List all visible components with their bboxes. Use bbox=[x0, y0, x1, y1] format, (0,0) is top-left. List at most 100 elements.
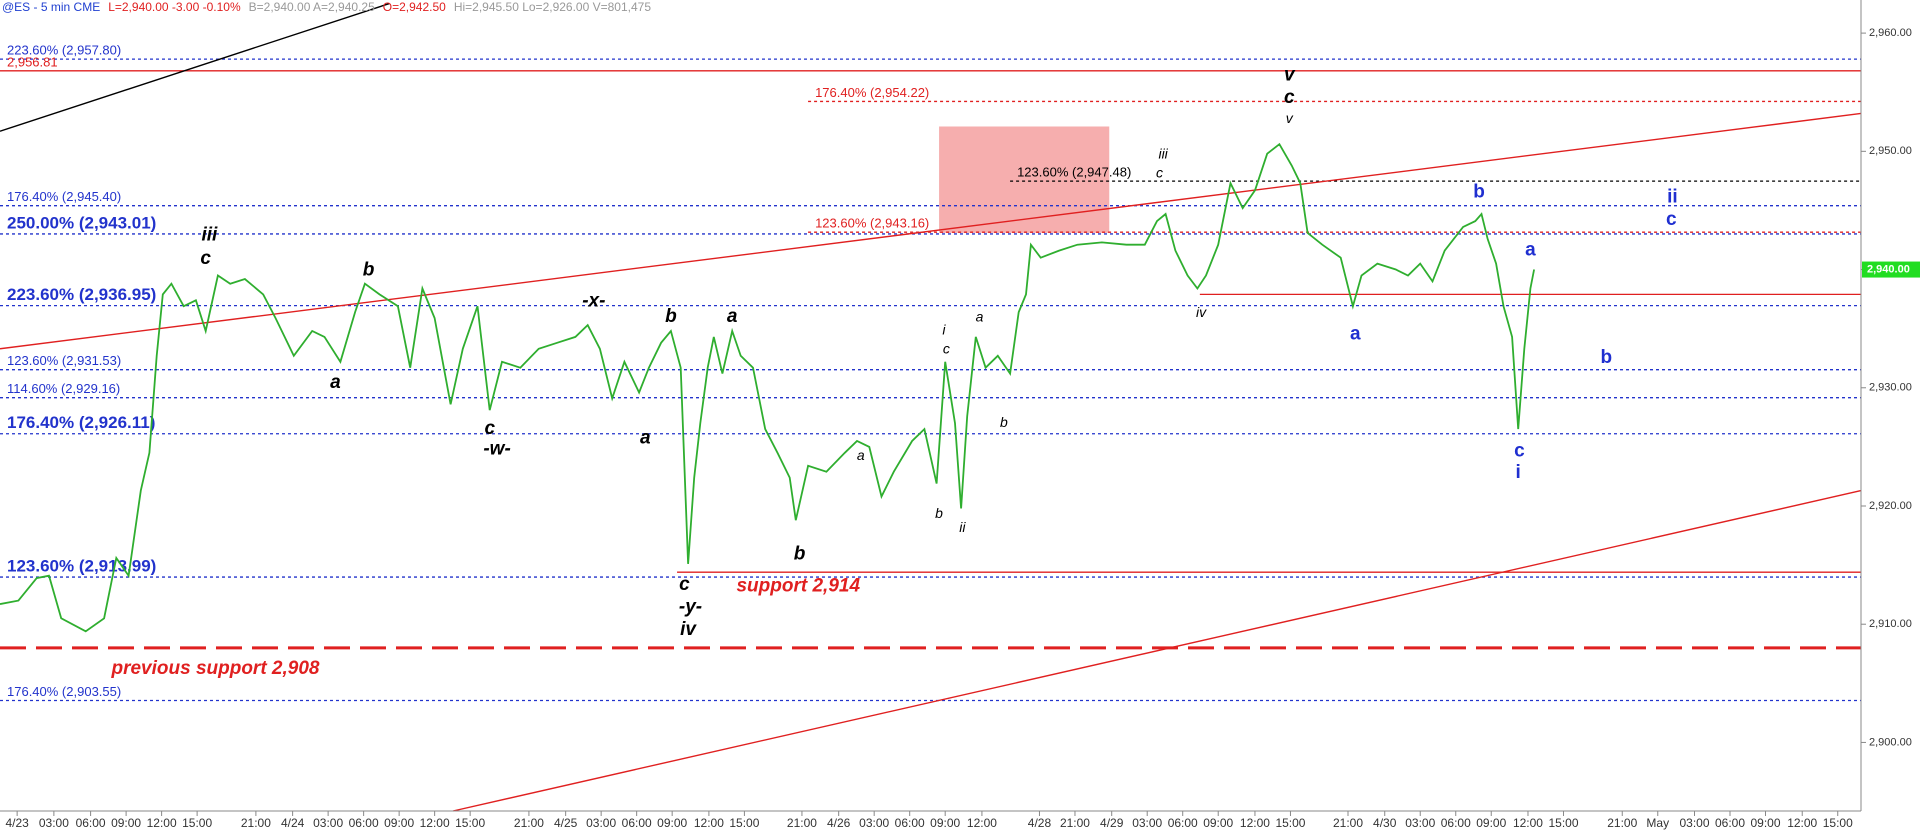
wave-label: v bbox=[1284, 65, 1296, 86]
fib-label: 123.60% (2,913.99) bbox=[7, 557, 156, 576]
x-tick-label: 4/29 bbox=[1100, 816, 1124, 830]
wave-label: i bbox=[942, 322, 946, 338]
x-tick-label: 21:00 bbox=[241, 816, 271, 830]
wave-label: b bbox=[1601, 347, 1613, 368]
x-tick-label: 4/25 bbox=[554, 816, 578, 830]
x-tick-label: 12:00 bbox=[694, 816, 724, 830]
x-tick-label: 21:00 bbox=[514, 816, 544, 830]
x-tick-label: 03:00 bbox=[39, 816, 69, 830]
wave-label: b bbox=[363, 260, 375, 281]
fib-label: 176.40% (2,945.40) bbox=[7, 189, 121, 204]
x-tick-label: 09:00 bbox=[111, 816, 141, 830]
price-line bbox=[0, 142, 1535, 633]
fib-label: 176.40% (2,926.11) bbox=[7, 413, 155, 432]
x-tick-label: 09:00 bbox=[1203, 816, 1233, 830]
target-zone bbox=[939, 126, 1110, 233]
wave-label: iv bbox=[680, 619, 697, 640]
x-tick-label: 4/26 bbox=[827, 816, 851, 830]
x-tick-label: May bbox=[1646, 816, 1669, 830]
x-tick-label: 15:00 bbox=[1275, 816, 1305, 830]
x-tick-label: 12:00 bbox=[1787, 816, 1817, 830]
wave-label: iii bbox=[1158, 146, 1168, 162]
wave-label: i bbox=[1516, 462, 1521, 483]
wave-label: -w- bbox=[483, 438, 510, 459]
x-tick-label: 15:00 bbox=[182, 816, 212, 830]
wave-label: a bbox=[1350, 324, 1361, 345]
x-tick-label: 06:00 bbox=[349, 816, 379, 830]
x-tick-label: 09:00 bbox=[657, 816, 687, 830]
x-tick-label: 12:00 bbox=[147, 816, 177, 830]
x-tick-label: 21:00 bbox=[1607, 816, 1637, 830]
x-tick-label: 06:00 bbox=[76, 816, 106, 830]
x-tick-label: 12:00 bbox=[1513, 816, 1543, 830]
x-tick-label: 15:00 bbox=[729, 816, 759, 830]
x-tick-label: 15:00 bbox=[1548, 816, 1578, 830]
wave-label: a bbox=[330, 372, 341, 393]
fib-label: 114.60% (2,929.16) bbox=[7, 381, 120, 396]
y-tick-label: 2,920.00 bbox=[1869, 500, 1912, 512]
header-part: O=2,942.50 bbox=[383, 0, 446, 14]
wave-label: b bbox=[665, 306, 677, 327]
wave-label: c bbox=[943, 341, 950, 357]
wave-label: b bbox=[1473, 182, 1485, 203]
header-part: B=2,940.00 A=2,940.25 bbox=[249, 0, 375, 14]
wave-label: c bbox=[1666, 209, 1677, 230]
y-tick-label: 2,960.00 bbox=[1869, 27, 1912, 39]
x-tick-label: 15:00 bbox=[455, 816, 485, 830]
wave-label: b bbox=[1000, 414, 1008, 430]
wave-label: a bbox=[857, 447, 865, 463]
x-tick-label: 21:00 bbox=[1060, 816, 1090, 830]
x-tick-label: 09:00 bbox=[1476, 816, 1506, 830]
trendline bbox=[452, 489, 1862, 812]
x-tick-label: 06:00 bbox=[1715, 816, 1745, 830]
x-tick-label: 21:00 bbox=[787, 816, 817, 830]
wave-label: b bbox=[935, 505, 943, 521]
x-tick-label: 09:00 bbox=[384, 816, 414, 830]
x-tick-label: 09:00 bbox=[1750, 816, 1780, 830]
x-tick-label: 09:00 bbox=[930, 816, 960, 830]
header-part: @ES - 5 min CME bbox=[2, 0, 100, 14]
fib-label: 176.40% (2,903.55) bbox=[7, 684, 121, 699]
wave-label: -x- bbox=[582, 290, 605, 311]
fib-label: 123.60% (2,931.53) bbox=[7, 353, 121, 368]
wave-label: a bbox=[976, 309, 984, 325]
header-part: Hi=2,945.50 Lo=2,926.00 V=801,475 bbox=[454, 0, 652, 14]
x-tick-label: 03:00 bbox=[1132, 816, 1162, 830]
last-price-label: 2,940.00 bbox=[1867, 263, 1910, 275]
x-tick-label: 4/30 bbox=[1373, 816, 1397, 830]
x-tick-label: 06:00 bbox=[1441, 816, 1471, 830]
wave-label: ii bbox=[959, 519, 966, 535]
wave-label: c bbox=[1284, 87, 1295, 108]
wave-label: -y- bbox=[679, 597, 702, 618]
fib-label: 123.60% (2,943.16) bbox=[815, 216, 929, 231]
wave-label: support 2,914 bbox=[736, 575, 860, 596]
wave-label: a bbox=[640, 428, 651, 449]
x-tick-label: 4/24 bbox=[281, 816, 305, 830]
x-tick-label: 03:00 bbox=[1405, 816, 1435, 830]
fib-label: 176.40% (2,954.22) bbox=[815, 85, 929, 100]
wave-label: iii bbox=[201, 224, 218, 245]
trendline bbox=[0, 2, 390, 132]
y-tick-label: 2,930.00 bbox=[1869, 382, 1912, 394]
fib-label: 223.60% (2,957.80) bbox=[7, 43, 121, 58]
wave-label: c bbox=[200, 248, 211, 269]
y-tick-label: 2,950.00 bbox=[1869, 145, 1912, 157]
x-tick-label: 06:00 bbox=[1168, 816, 1198, 830]
wave-label: c bbox=[1514, 441, 1525, 462]
wave-label: a bbox=[727, 306, 738, 327]
trendline bbox=[0, 112, 1862, 350]
x-tick-label: 21:00 bbox=[1333, 816, 1363, 830]
x-tick-label: 06:00 bbox=[622, 816, 652, 830]
header: @ES - 5 min CME L=2,940.00 -3.00 -0.10% B=… bbox=[2, 0, 651, 14]
wave-label: a bbox=[1525, 240, 1536, 261]
x-tick-label: 03:00 bbox=[586, 816, 616, 830]
y-tick-label: 2,910.00 bbox=[1869, 618, 1912, 630]
wave-label: ii bbox=[1667, 186, 1678, 207]
x-tick-label: 4/28 bbox=[1028, 816, 1052, 830]
wave-label: b bbox=[794, 543, 806, 564]
x-tick-label: 12:00 bbox=[1240, 816, 1270, 830]
fib-label: 2,956.81 bbox=[7, 54, 58, 69]
wave-label: previous support 2,908 bbox=[110, 658, 319, 679]
x-tick-label: 03:00 bbox=[313, 816, 343, 830]
